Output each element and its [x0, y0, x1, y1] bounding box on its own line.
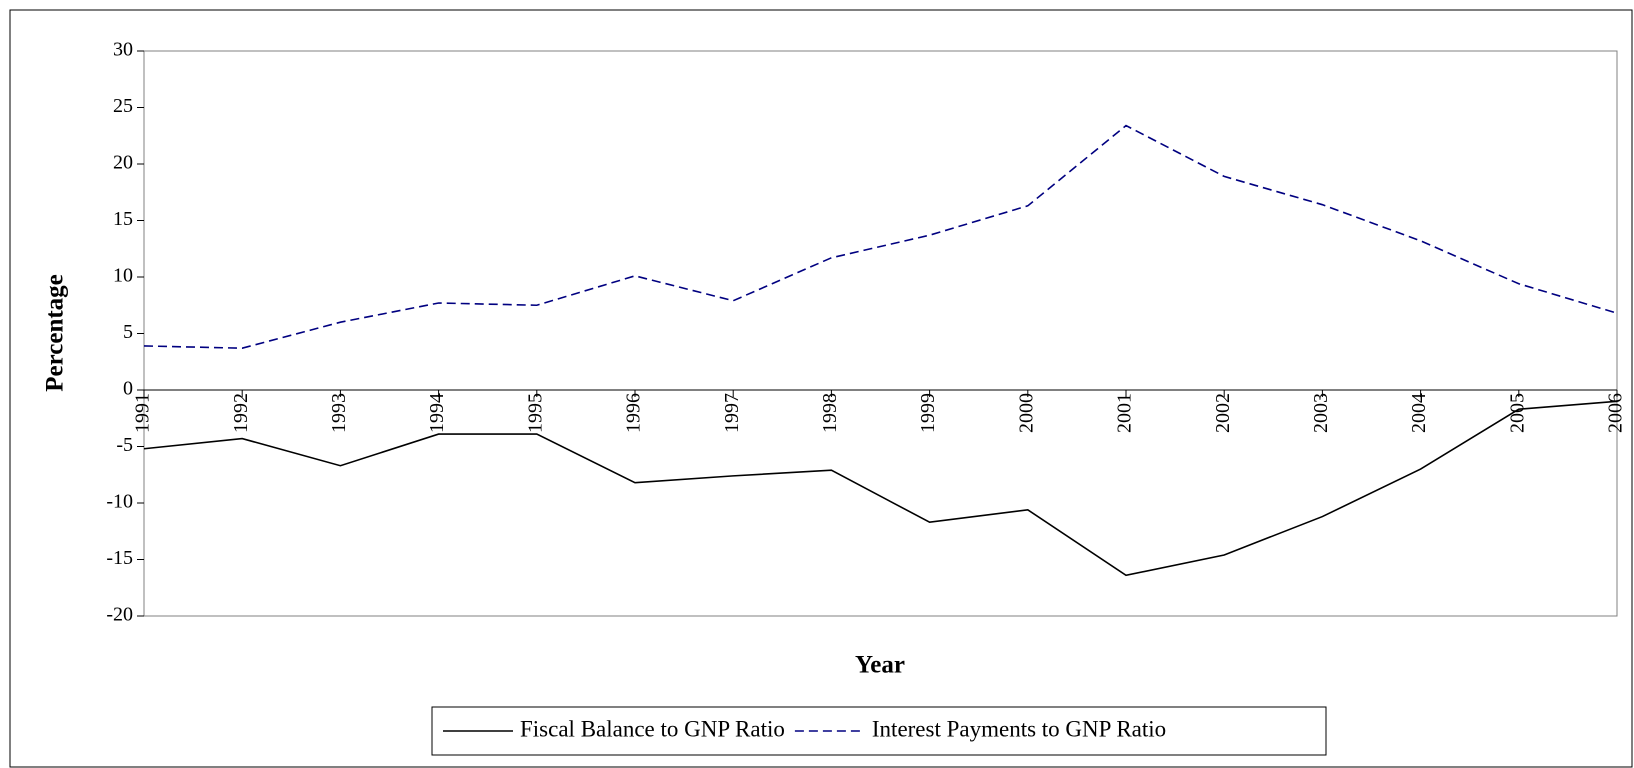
- x-tick-label: 1992: [230, 393, 252, 433]
- x-tick-label: 1991: [132, 393, 154, 433]
- chart-frame: [9, 9, 1633, 768]
- x-tick-label: 1996: [623, 393, 645, 433]
- legend-label: Fiscal Balance to GNP Ratio: [520, 716, 785, 741]
- legend-label: Interest Payments to GNP Ratio: [872, 716, 1166, 741]
- y-tick-label: 25: [113, 95, 133, 117]
- y-tick-label: -10: [106, 491, 133, 513]
- x-tick-label: 1994: [426, 393, 448, 433]
- y-tick-label: -15: [106, 547, 133, 569]
- x-tick-label: 2000: [1015, 393, 1037, 433]
- y-tick-label: 0: [123, 378, 133, 400]
- legend: [431, 706, 1327, 756]
- x-tick-label: 2001: [1114, 393, 1136, 433]
- y-tick-label: -20: [106, 604, 133, 626]
- data-line: [143, 400, 1618, 577]
- x-tick-label: 2003: [1310, 393, 1332, 433]
- y-tick-label: 5: [123, 321, 133, 343]
- data-line: [143, 124, 1618, 349]
- y-tick-label: 30: [113, 39, 133, 61]
- y-axis-title: Percentage: [42, 274, 69, 392]
- y-tick-label: 20: [113, 152, 133, 174]
- y-tick-label: -5: [116, 434, 133, 456]
- x-tick-label: 1999: [917, 393, 939, 433]
- x-tick-label: 1995: [524, 393, 546, 433]
- x-tick-label: 2006: [1605, 393, 1627, 433]
- x-tick-label: 1998: [819, 393, 841, 433]
- x-tick-label: 1993: [328, 393, 350, 433]
- y-tick-label: 10: [113, 265, 133, 287]
- x-tick-label: 2002: [1212, 393, 1234, 433]
- y-tick-label: 15: [113, 208, 133, 230]
- x-tick-label: 2004: [1408, 393, 1430, 433]
- x-axis-title: Year: [855, 652, 905, 679]
- x-tick-label: 1997: [721, 393, 743, 433]
- x-tick-label: 2005: [1506, 393, 1528, 433]
